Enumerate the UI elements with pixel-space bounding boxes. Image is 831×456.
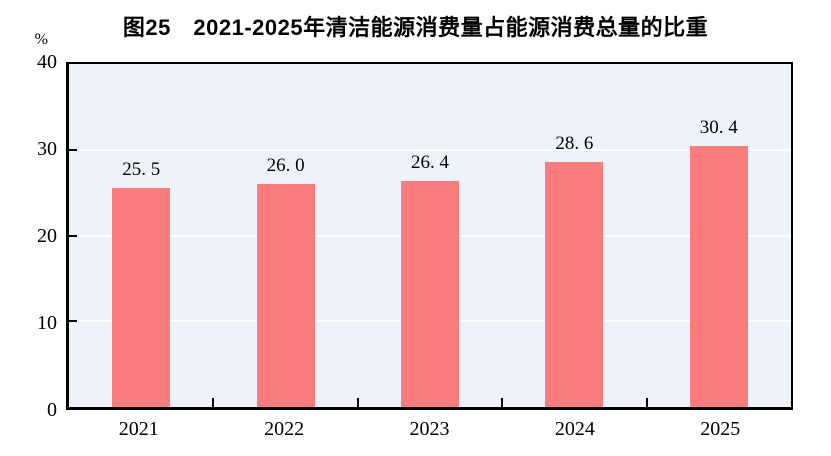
y-tick-label: 0: [47, 399, 57, 421]
x-axis-tick-mark: [212, 398, 215, 407]
x-tick-label: 2021: [118, 418, 159, 440]
y-axis-tick-mark: [69, 320, 77, 323]
bar: [112, 188, 171, 407]
x-tick-label: 2024: [554, 418, 595, 440]
bar-value-label: 30. 4: [699, 117, 738, 139]
chart-title: 图25 2021-2025年清洁能源消费量占能源消费总量的比重: [122, 15, 709, 40]
x-tick-label: 2022: [264, 418, 305, 440]
y-tick-label: 30: [37, 138, 57, 160]
x-axis: 2021 2022 2023 2024 2025: [66, 418, 793, 444]
bar: [401, 180, 459, 407]
y-tick-label: 40: [37, 51, 57, 73]
plot-area: 25. 5 26. 0 26. 4 28. 6 30. 4: [66, 62, 793, 410]
x-tick-label: 2025: [700, 418, 741, 440]
y-axis-tick-mark: [69, 148, 77, 151]
x-axis-tick-mark: [356, 398, 359, 407]
bar-value-label: 28. 6: [555, 132, 594, 154]
gridline: [69, 148, 791, 151]
y-axis: 0 10 20 30 40: [0, 52, 57, 420]
bar-value-label: 25. 5: [122, 159, 161, 181]
y-tick-label: 20: [37, 225, 57, 247]
x-axis-tick-mark: [645, 398, 648, 407]
bar-value-label: 26. 4: [411, 151, 449, 173]
bar: [256, 184, 315, 407]
bar: [689, 146, 748, 407]
y-tick-label: 10: [37, 312, 57, 334]
y-axis-tick-mark: [69, 234, 77, 237]
y-axis-unit-label: %: [34, 31, 48, 48]
x-tick-label: 2023: [409, 418, 450, 440]
bar-value-label: 26. 0: [266, 155, 305, 177]
bar: [545, 161, 604, 407]
x-axis-tick-mark: [501, 398, 504, 407]
